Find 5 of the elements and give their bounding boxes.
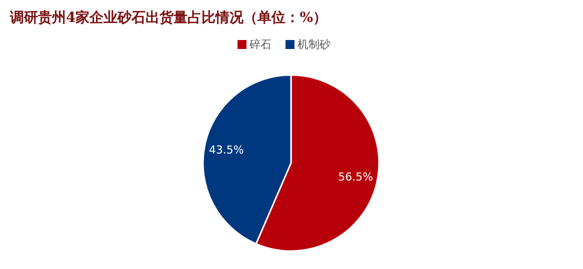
data-label: 56.5% — [338, 170, 374, 184]
data-label: 43.5% — [208, 144, 244, 157]
chart-title: 调研贵州4家企业砂石出货量占比情况（单位：%） — [9, 9, 328, 26]
legend-label: 碎石 — [248, 38, 272, 51]
legend-label: 机制砂 — [298, 38, 330, 51]
